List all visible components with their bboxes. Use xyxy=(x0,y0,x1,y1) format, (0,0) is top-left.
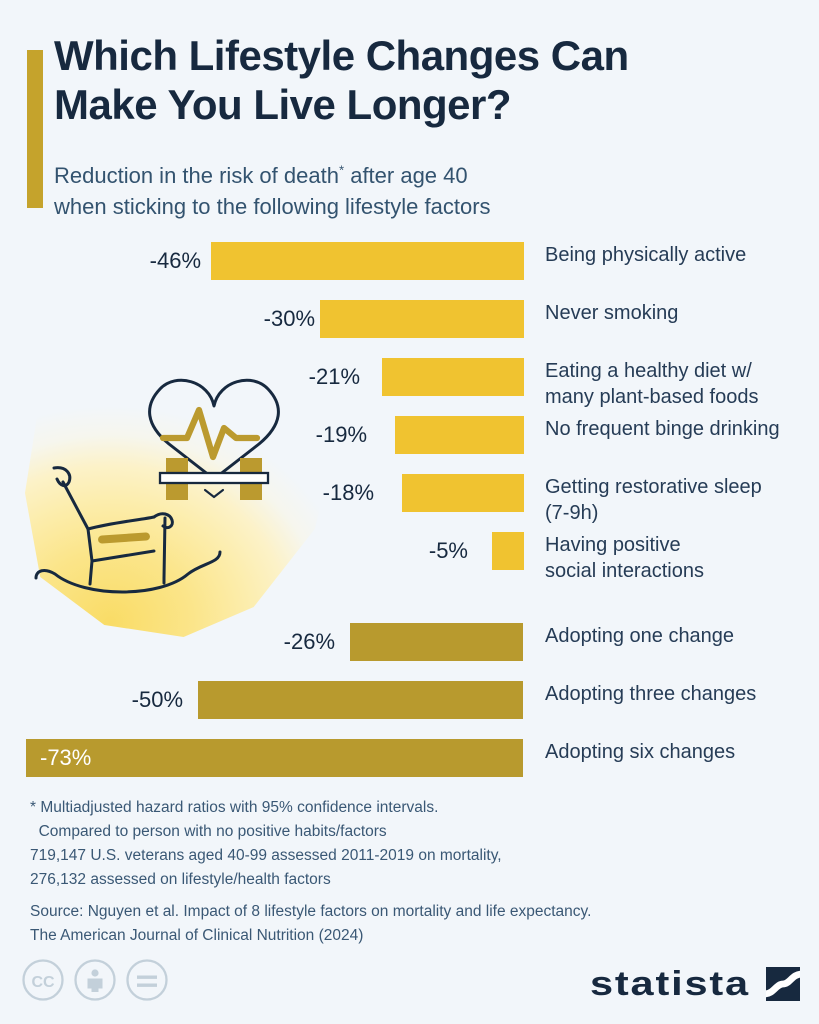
svg-text:CC: CC xyxy=(31,974,55,991)
